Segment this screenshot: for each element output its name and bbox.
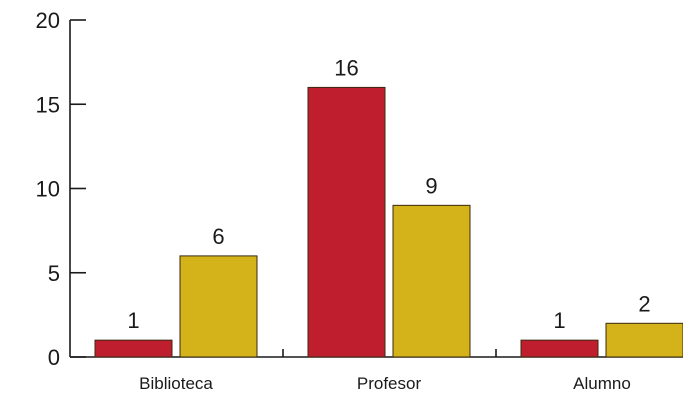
category-label: Alumno: [573, 374, 631, 393]
bar-profesor-1: [307, 86, 386, 358]
y-tick-label: 0: [48, 345, 60, 370]
bar-value-label: 2: [638, 291, 650, 316]
bar-biblioteca-2: [179, 255, 258, 358]
y-tick-label: 20: [36, 8, 60, 33]
bar-alumno-2: [605, 322, 683, 358]
y-axis: 0 5 10 15 20: [36, 8, 86, 370]
bar-alumno-1: [520, 339, 599, 358]
bar-value-label: 1: [127, 308, 139, 333]
y-tick-label: 10: [36, 177, 60, 202]
y-tick-label: 15: [36, 92, 60, 117]
bar-value-label: 16: [334, 55, 358, 80]
category-label: Profesor: [357, 374, 422, 393]
category-labels: Biblioteca Profesor Alumno: [139, 374, 631, 393]
bar-value-label: 1: [553, 308, 565, 333]
bar-biblioteca-1: [94, 339, 173, 358]
bar-value-label: 9: [425, 173, 437, 198]
bars: [94, 86, 683, 358]
y-tick-label: 5: [48, 261, 60, 286]
category-label: Biblioteca: [139, 374, 213, 393]
bar-profesor-2: [392, 204, 471, 358]
bar-value-label: 6: [212, 224, 224, 249]
